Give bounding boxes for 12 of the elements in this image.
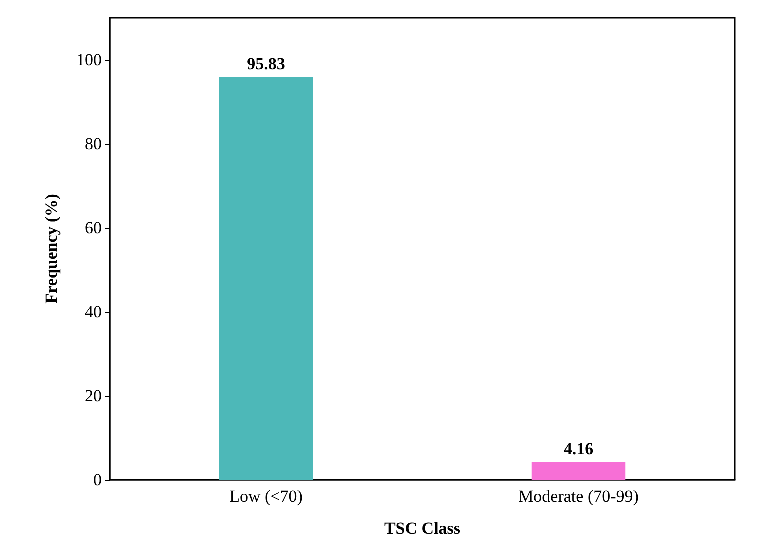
data-label: 4.16 bbox=[564, 440, 594, 459]
data-label: 95.83 bbox=[247, 54, 286, 74]
y-tick-label: 20 bbox=[85, 386, 102, 406]
y-tick-label: 0 bbox=[94, 470, 102, 490]
y-tick-label: 80 bbox=[85, 134, 102, 154]
x-tick-label: Low (<70) bbox=[230, 487, 303, 506]
x-tick-label: Moderate (70-99) bbox=[518, 487, 639, 506]
y-axis-title: Frequency (%) bbox=[42, 194, 61, 304]
y-tick-label: 40 bbox=[85, 302, 102, 322]
y-tick-label: 100 bbox=[76, 50, 102, 70]
y-tick-label: 60 bbox=[85, 218, 102, 238]
x-axis-title: TSC Class bbox=[384, 519, 461, 538]
